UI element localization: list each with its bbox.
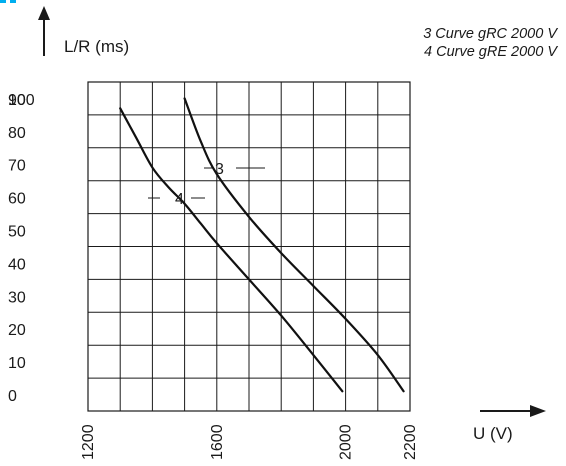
y-tick-label: 100 <box>8 92 35 109</box>
y-axis-label: L/R (ms) <box>64 37 129 56</box>
curve-4-label: 4 <box>175 191 184 208</box>
x-tick-label: 1200 <box>80 424 97 460</box>
x-tick-label: 2200 <box>402 424 419 460</box>
corner-mark-2 <box>10 0 16 3</box>
legend-entry-4: 4 Curve gRE 2000 V <box>424 44 558 60</box>
x-axis-label: U (V) <box>473 424 513 443</box>
legend-entry-3: 3 Curve gRC 2000 V <box>423 26 558 42</box>
x-tick-label: 2000 <box>338 424 355 460</box>
y-tick-label: 80 <box>8 125 26 142</box>
x-axis-arrowhead <box>530 405 546 417</box>
y-tick-label: 90 <box>8 92 26 109</box>
curve-3-label: 3 <box>215 161 224 178</box>
y-tick-label: 30 <box>8 289 26 306</box>
y-tick-label: 50 <box>8 224 26 241</box>
x-tick-labels: 1200 1600 2000 2200 <box>80 424 419 460</box>
plot-frame <box>87 81 411 412</box>
curves: 34 <box>119 97 405 393</box>
corner-mark-1 <box>0 0 6 3</box>
y-tick-label: 60 <box>8 191 26 208</box>
y-tick-label: 70 <box>8 158 26 175</box>
grid <box>87 81 411 412</box>
y-axis-arrowhead <box>38 6 50 20</box>
curve-4 <box>119 107 344 393</box>
y-tick-label: 20 <box>8 322 26 339</box>
y-tick-label: 0 <box>8 388 17 405</box>
x-tick-label: 1600 <box>209 424 226 460</box>
curve-3 <box>183 97 405 393</box>
y-tick-label: 10 <box>8 355 26 372</box>
y-tick-label: 40 <box>8 256 26 273</box>
